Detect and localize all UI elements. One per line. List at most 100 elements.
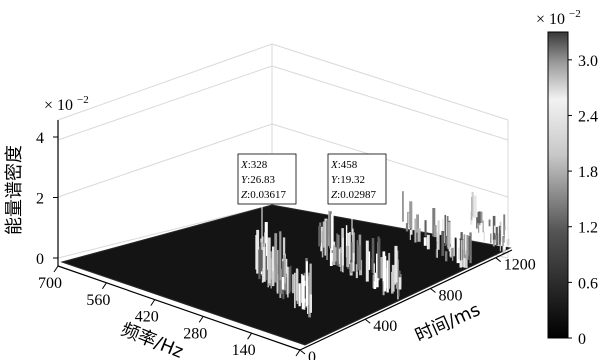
- x-tick-mark-2: [150, 299, 156, 306]
- y-tick-mark-2: [430, 288, 436, 293]
- datatip-2-x: X:458: [330, 159, 358, 171]
- z-tick-label-1: 2: [36, 191, 44, 208]
- colorbar-gradient: [547, 31, 569, 339]
- surface-spike-136: [388, 253, 391, 289]
- surface-spike-139: [352, 252, 355, 272]
- surface-spike-4: [264, 222, 268, 270]
- z-tick-label-2: 4: [36, 130, 44, 147]
- colorbar-ticks: 3.0 2.4 1.8 1.2 0.6 0: [568, 53, 598, 348]
- colorbar: 3.0 2.4 1.8 1.2 0.6 0 × 10 −2: [536, 8, 598, 348]
- datatip-1-box: [237, 153, 297, 205]
- colorbar-tick-label-5: 0: [578, 331, 586, 348]
- surface-spike-64: [287, 266, 289, 298]
- surface-spike-149: [377, 236, 380, 279]
- datatip-1-x: X:328: [240, 159, 268, 171]
- y-tick-label-0: 0: [308, 349, 316, 360]
- grid-z2-right: [271, 123, 509, 198]
- surface-spike-235: [482, 220, 484, 233]
- surface-spike-146: [373, 263, 375, 282]
- surface-spike-117: [398, 277, 402, 290]
- datatip-2-z: Z:0.02987: [331, 189, 376, 201]
- surface-spike-199: [417, 228, 421, 242]
- surface-spike-141: [394, 245, 398, 283]
- surface-spike-52: [262, 247, 266, 282]
- y-tick-label-3: 1200: [504, 257, 536, 274]
- surface-spike-203: [414, 218, 417, 243]
- surface-spike-220: [483, 231, 485, 242]
- surface-spike-167: [444, 214, 446, 246]
- y-tick-label-2: 800: [438, 287, 462, 304]
- surface-spike-202: [412, 198, 415, 228]
- surface-spike-171: [463, 234, 466, 263]
- datatip-2: X:458 Y:19.32 Z:0.02987: [327, 153, 387, 235]
- x-tick-mark-4: [247, 332, 253, 340]
- surface-spike-237: [498, 225, 501, 245]
- surface-spike-130: [383, 255, 387, 292]
- surface-spike-227: [477, 211, 481, 224]
- surface-spike-217: [504, 225, 506, 238]
- surface-spike-201: [453, 236, 455, 257]
- x-tick-label-1: 560: [86, 292, 110, 309]
- surface-spike-138: [326, 220, 328, 260]
- surface-spike-123: [391, 264, 395, 292]
- surface-spike-188: [451, 221, 454, 248]
- surface-spike-222: [471, 192, 474, 217]
- surface-spike-113: [371, 238, 375, 274]
- surface-spike-178: [437, 220, 440, 250]
- surface-spike-59: [305, 261, 308, 307]
- surface-spike-185: [432, 208, 436, 237]
- x-tick-mark-3: [198, 316, 204, 323]
- colorbar-exponent-power: −2: [569, 8, 581, 20]
- surface-spike-31: [288, 267, 291, 294]
- surface-spike-110: [324, 218, 328, 256]
- surface-spike-101: [318, 226, 321, 247]
- x-axis-line: [57, 265, 301, 351]
- surface-spike-156: [445, 251, 448, 262]
- surface-spike-133: [346, 245, 350, 268]
- x-tick-label-0: 700: [38, 275, 62, 292]
- surface-spike-144: [341, 237, 344, 266]
- surface-spike-177: [452, 247, 454, 261]
- surface-spike-54: [298, 283, 301, 307]
- x-tick-label-4: 140: [232, 342, 256, 359]
- surface-spike-225: [473, 195, 477, 219]
- colorbar-exponent: × 10 −2: [536, 8, 581, 28]
- surface-spike-218: [506, 238, 510, 246]
- surface-spike-147: [339, 249, 341, 264]
- surface-spike-68: [301, 275, 305, 310]
- surface-spike-82: [320, 226, 323, 252]
- surface-spike-169: [423, 237, 427, 246]
- z-exponent-base: × 10: [44, 97, 73, 114]
- z-exponent-power: −2: [77, 94, 89, 106]
- surface-spike-148: [340, 247, 342, 272]
- surface-spike-56: [285, 277, 288, 295]
- surface-spike-205: [470, 211, 473, 225]
- surface-spike-105: [382, 281, 385, 296]
- surface-spike-61: [274, 233, 278, 283]
- surface-spike-43: [276, 274, 279, 294]
- surface-spike-57: [295, 268, 299, 301]
- colorbar-tick-label-1: 2.4: [578, 108, 598, 125]
- datatip-1-z: Z:0.03617: [241, 189, 286, 201]
- surface-spike-79: [336, 233, 338, 266]
- surface-spike-197: [459, 240, 462, 261]
- colorbar-exponent-base: × 10: [536, 11, 565, 28]
- surface-spike-198: [441, 231, 445, 256]
- datatip-1-y: Y:26.83: [241, 174, 275, 186]
- surface-spike-239: [488, 219, 491, 227]
- surface-spike-193: [449, 246, 452, 257]
- surface-spike-127: [329, 252, 333, 266]
- y-tick-mark-3: [495, 257, 502, 263]
- z-axis-label: 能量谱密度: [4, 145, 25, 235]
- surface-spike-208: [503, 214, 506, 236]
- surface-spike-98: [365, 240, 369, 282]
- surface-spike-168: [405, 215, 408, 227]
- grid-z4-left: [57, 65, 273, 141]
- surface-spike-153: [424, 220, 427, 237]
- surface-spike-173: [402, 191, 404, 222]
- surface-spike-112: [338, 248, 340, 261]
- x-tick-mark-1: [101, 282, 107, 290]
- surface-spike-137: [333, 245, 336, 265]
- surface-spike-86: [349, 257, 353, 274]
